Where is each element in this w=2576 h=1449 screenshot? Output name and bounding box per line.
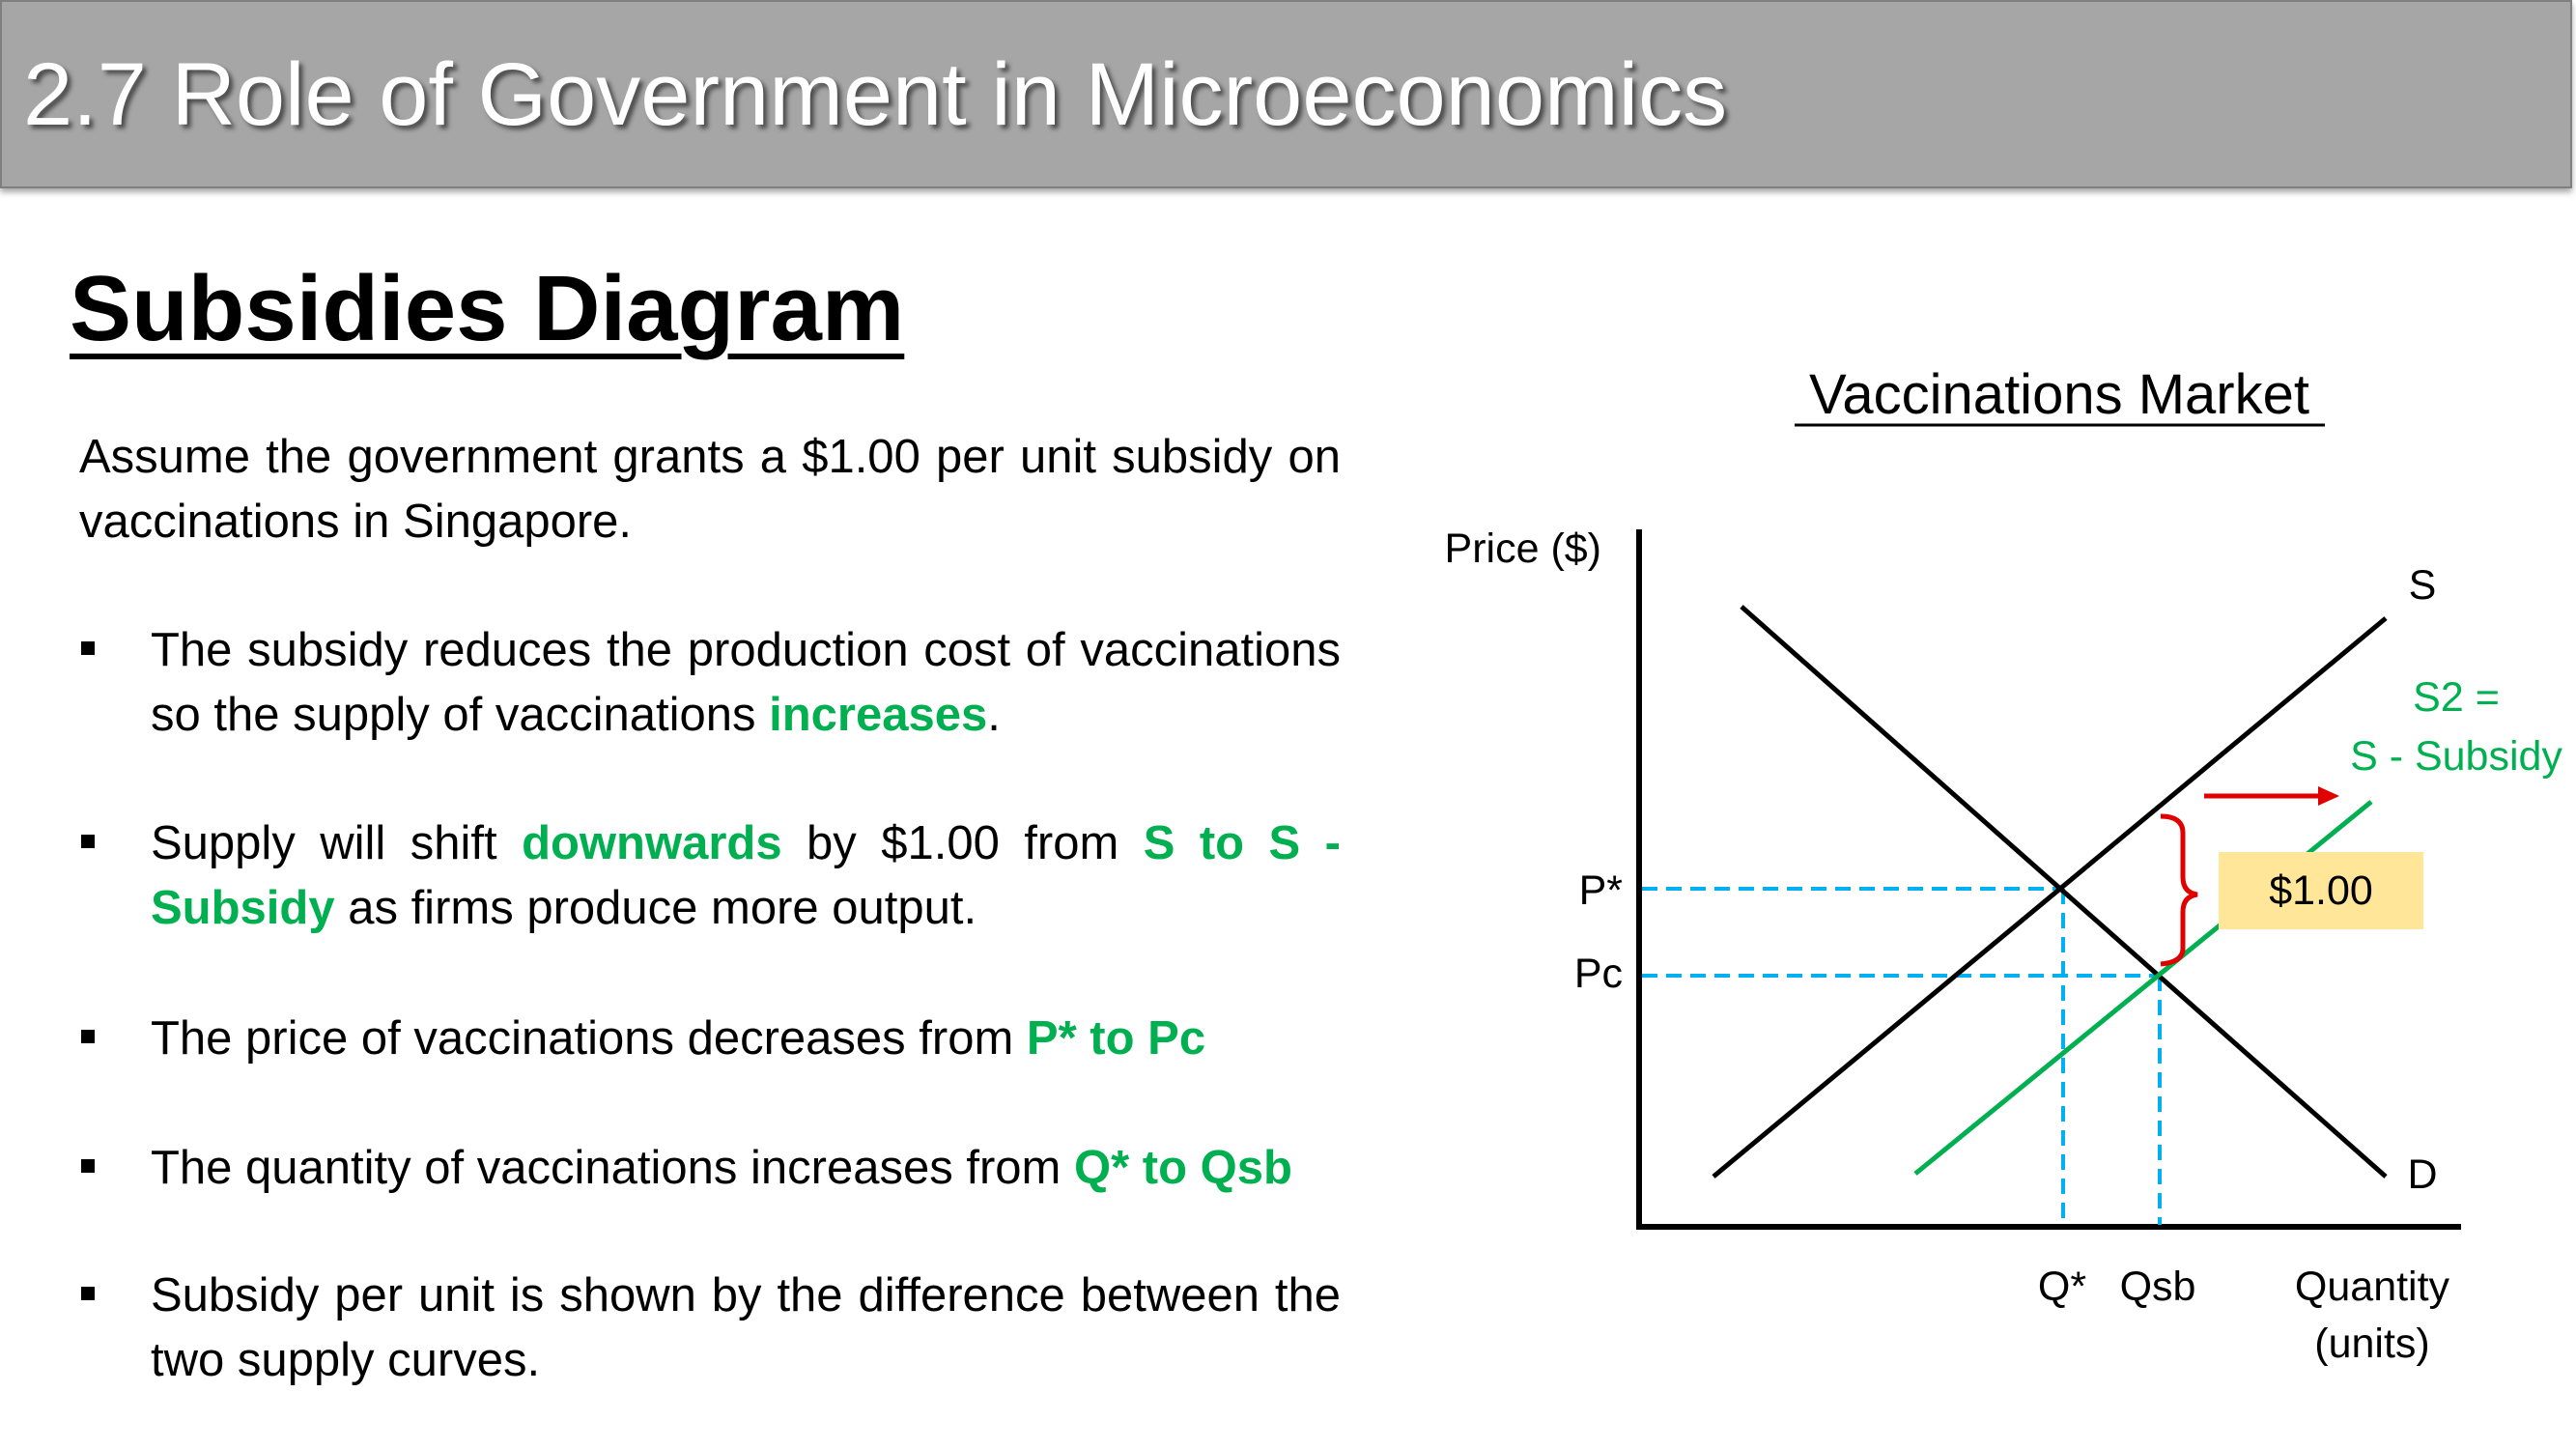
x-axis-label-units: (units) (2314, 1321, 2429, 1367)
bullet-text: The quantity of vaccinations increases f… (151, 1142, 1292, 1194)
diagram-title: Vaccinations Market (1809, 363, 2309, 426)
bullet-marker (81, 835, 95, 848)
supply2-label: S2 = (2413, 674, 2500, 721)
bullet-text: Subsidy per unit is shown by the differe… (151, 1269, 1341, 1386)
qsb-label: Qsb (2120, 1264, 2196, 1310)
bullet-marker (81, 641, 95, 655)
title-bar: 2.7 Role of Government in Microeconomics (0, 0, 2572, 188)
supply-curve (1712, 616, 2388, 1179)
bullet-marker (81, 1287, 95, 1300)
bullet-text: The subsidy reduces the production cost … (151, 624, 1341, 741)
q-star-label: Q* (2038, 1264, 2086, 1310)
section-title: Subsidies Diagram (70, 257, 905, 360)
intro-paragraph: Assume the government grants a $1.00 per… (79, 431, 1341, 548)
bullet-marker (81, 1030, 95, 1043)
bullet-item: The quantity of vaccinations increases f… (79, 1136, 1341, 1201)
x-axis-label: Quantity (2295, 1264, 2450, 1310)
bullet-marker (81, 1159, 95, 1173)
slide-title: 2.7 Role of Government in Microeconomics (23, 45, 1728, 144)
subsidy-brace (2160, 813, 2198, 967)
bullet-item: Supply will shift downwards by $1.00 fro… (79, 811, 1341, 941)
bullet-item: Subsidy per unit is shown by the differe… (79, 1264, 1341, 1393)
p-star-label: P* (1579, 867, 1624, 914)
bullet-text: Supply will shift downwards by $1.00 fro… (151, 817, 1341, 934)
bullet-item: The subsidy reduces the production cost … (79, 618, 1341, 748)
bullet-text: The price of vaccinations decreases from… (151, 1012, 1206, 1065)
pc-label: Pc (1574, 951, 1623, 997)
subsidy-value: $1.00 (2269, 867, 2373, 914)
demand-curve (1740, 605, 2388, 1179)
supply2-label-formula: S - Subsidy (2350, 733, 2562, 780)
y-axis-label: Price ($) (1445, 526, 1601, 572)
subsidy-callout (2219, 852, 2423, 929)
shift-arrow-head (2318, 786, 2339, 806)
bullet-item: The price of vaccinations decreases from… (79, 1007, 1341, 1071)
demand-label: D (2407, 1151, 2437, 1198)
supply-label: S (2409, 562, 2437, 609)
